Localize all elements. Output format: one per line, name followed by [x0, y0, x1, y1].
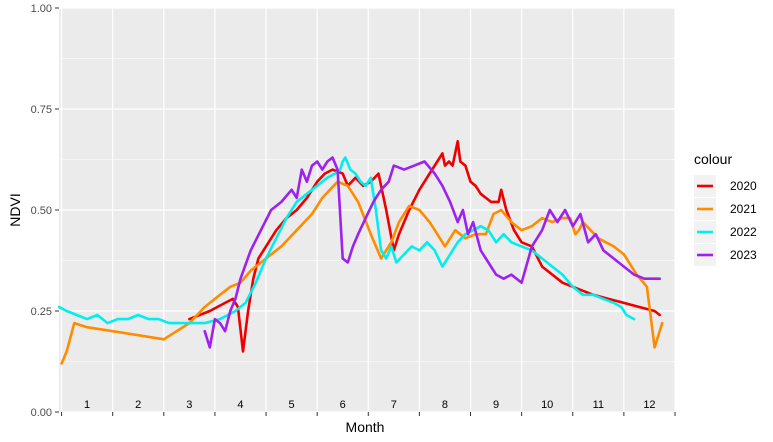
- x-axis-title: Month: [346, 419, 385, 435]
- series-line-2020: [188, 140, 662, 353]
- series-layer: [57, 140, 664, 365]
- x-month-label: 4: [237, 399, 243, 411]
- x-axis: 1 2 3 4 5 6 7 8 9 10 11 12: [61, 399, 676, 416]
- x-month-label: 5: [289, 399, 295, 411]
- x-month-label: 3: [186, 399, 192, 411]
- legend-label-2023: 2023: [730, 248, 757, 262]
- x-month-label: 11: [593, 399, 604, 411]
- y-axis: 0.00 0.25 0.50 0.75 1.00: [31, 3, 59, 419]
- y-tick-label: 0.75: [31, 104, 52, 116]
- series-line-2021: [60, 180, 664, 365]
- y-tick-label: 0.25: [31, 306, 52, 318]
- y-axis-title: NDVI: [7, 193, 23, 226]
- x-month-label: 8: [442, 399, 448, 411]
- x-month-label: 12: [643, 399, 655, 411]
- legend-title: colour: [694, 151, 732, 167]
- x-month-label: 9: [493, 399, 499, 411]
- legend: colour 2020 2021 2022 2023: [694, 151, 757, 266]
- y-tick-label: 0.00: [31, 407, 52, 419]
- x-month-label: 7: [391, 399, 397, 411]
- x-month-label: 6: [340, 399, 346, 411]
- legend-label-2021: 2021: [730, 202, 757, 216]
- x-month-label: 1: [84, 399, 90, 411]
- y-tick-label: 1.00: [31, 3, 52, 15]
- x-month-label: 10: [541, 399, 553, 411]
- series-line-2023: [203, 156, 662, 349]
- grid-major: [59, 7, 676, 413]
- legend-label-2020: 2020: [730, 179, 757, 193]
- x-month-label: 2: [135, 399, 141, 411]
- legend-label-2022: 2022: [730, 225, 757, 239]
- y-tick-label: 0.50: [31, 205, 52, 217]
